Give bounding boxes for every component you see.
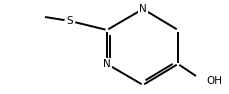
Text: N: N <box>139 4 146 14</box>
Text: S: S <box>66 16 73 26</box>
Text: OH: OH <box>205 76 221 86</box>
Text: N: N <box>103 59 110 69</box>
